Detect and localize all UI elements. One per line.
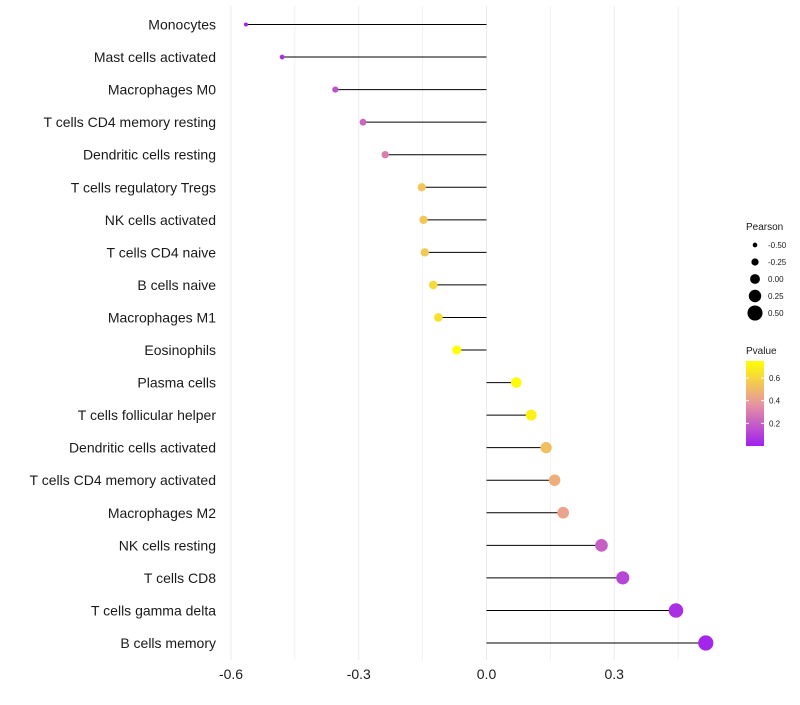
points [243, 22, 714, 651]
category-label: Eosinophils [144, 342, 216, 358]
data-point [595, 539, 608, 552]
legend-size-dot [748, 289, 762, 303]
data-point [548, 474, 561, 486]
category-label: T cells CD4 naive [107, 244, 217, 260]
category-label: T cells follicular helper [78, 407, 217, 423]
category-label: Dendritic cells activated [69, 440, 216, 456]
x-axis-ticks: -0.6 -0.3 0.0 0.3 [219, 666, 624, 682]
category-label: Dendritic cells resting [83, 147, 216, 163]
category-label: Monocytes [148, 17, 216, 33]
category-label: T cells CD4 memory resting [44, 114, 216, 130]
data-point [279, 54, 285, 60]
category-label: B cells memory [120, 635, 216, 651]
category-label: T cells gamma delta [91, 602, 216, 618]
data-point [698, 635, 714, 651]
data-point [332, 86, 339, 93]
category-labels: Monocytes Mast cells activated Macrophages… [30, 17, 217, 652]
category-label: Plasma cells [137, 375, 216, 391]
size-legend-items: -0.50 -0.25 0.00 0.25 0.50 [747, 241, 787, 321]
category-label: NK cells activated [105, 212, 216, 228]
legend-size-label: 0.50 [768, 309, 784, 318]
category-label: Mast cells activated [94, 49, 216, 65]
data-point [429, 280, 438, 290]
data-point [525, 409, 537, 421]
data-point [452, 345, 462, 355]
legend: Pearson -0.50 -0.25 0.00 0.25 0.50 Pvalue 0.… [746, 222, 787, 446]
legend-size-dot [750, 274, 760, 284]
legend-size-label: -0.25 [768, 258, 787, 267]
data-point [381, 151, 389, 159]
data-point [540, 442, 552, 454]
data-point [616, 571, 630, 585]
category-label: NK cells resting [119, 537, 216, 553]
data-point [359, 118, 367, 126]
data-point [511, 377, 522, 388]
category-label: T cells regulatory Tregs [71, 179, 216, 195]
data-point [417, 183, 426, 192]
data-point [434, 313, 443, 322]
data-point [243, 22, 248, 27]
data-point [420, 248, 429, 257]
legend-size-label: 0.00 [768, 275, 784, 284]
x-tick-label: -0.6 [219, 666, 243, 682]
category-label: Macrophages M2 [108, 505, 216, 521]
legend-size-dot [747, 305, 763, 321]
legend-color-title: Pvalue [746, 346, 777, 357]
category-label: B cells naive [137, 277, 216, 293]
grid-lines [230, 6, 679, 660]
colorbar-label: 0.2 [769, 419, 781, 428]
x-tick-label: -0.3 [347, 666, 371, 682]
colorbar [746, 361, 764, 446]
legend-size-title: Pearson [746, 222, 783, 233]
colorbar-labels: 0.6 0.4 0.2 [746, 374, 781, 428]
category-label: T cells CD4 memory activated [30, 472, 216, 488]
data-point [557, 506, 569, 519]
legend-size-label: 0.25 [768, 292, 784, 301]
data-point [668, 603, 684, 618]
stems [245, 24, 706, 644]
category-label: T cells CD8 [144, 570, 216, 586]
legend-size-dot [752, 242, 758, 248]
legend-size-label: -0.50 [768, 241, 787, 250]
colorbar-label: 0.4 [769, 397, 781, 406]
legend-size-dot [751, 258, 759, 266]
data-point [419, 215, 428, 224]
x-tick-label: 0.0 [477, 666, 497, 682]
colorbar-label: 0.6 [769, 374, 781, 383]
x-tick-label: 0.3 [605, 666, 625, 682]
category-label: Macrophages M1 [108, 309, 216, 325]
category-label: Macrophages M0 [108, 82, 216, 98]
